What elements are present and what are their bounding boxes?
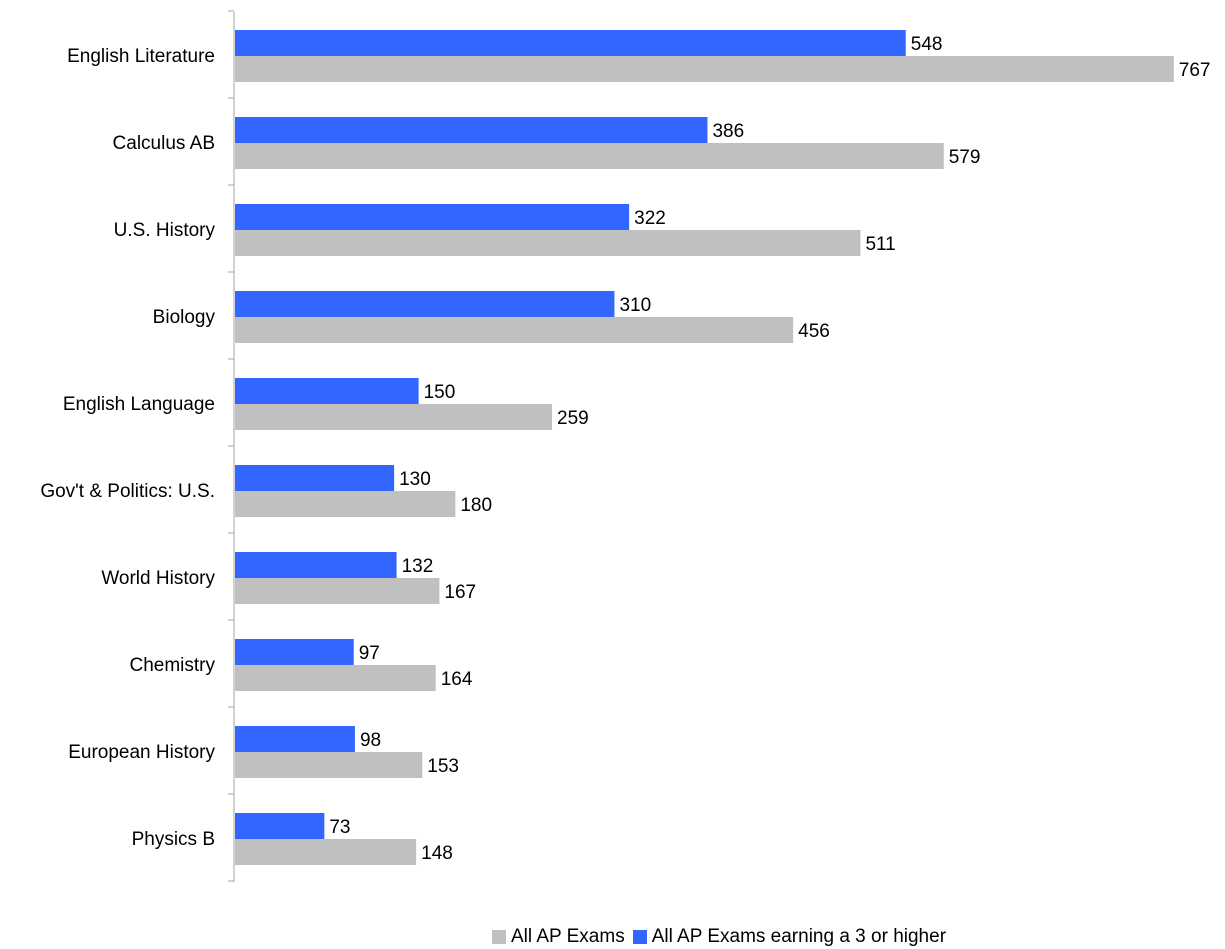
bar-3-or-higher-gov-t-politics-u-s bbox=[235, 465, 395, 491]
value-label-all-exams-physics-b: 148 bbox=[421, 843, 453, 864]
bar-3-or-higher-calculus-ab bbox=[235, 117, 708, 143]
legend: All AP Exams All AP Exams earning a 3 or… bbox=[492, 926, 954, 948]
bars bbox=[235, 30, 1174, 865]
value-label-all-exams-world-history: 167 bbox=[444, 582, 476, 603]
value-label-all-exams-u-s-history: 511 bbox=[865, 234, 895, 255]
legend-swatch-gray bbox=[492, 930, 506, 944]
category-label-physics-b: Physics B bbox=[132, 829, 215, 850]
bar-3-or-higher-english-language bbox=[235, 378, 419, 404]
category-label-biology: Biology bbox=[153, 307, 216, 328]
legend-item-all-ap-exams-3-or-higher: All AP Exams earning a 3 or higher bbox=[632, 926, 947, 948]
value-label-3-or-higher-calculus-ab: 386 bbox=[712, 121, 744, 142]
legend-label: All AP Exams bbox=[511, 926, 625, 947]
bar-all-exams-chemistry bbox=[235, 665, 436, 691]
bar-all-exams-u-s-history bbox=[235, 230, 861, 256]
value-label-3-or-higher-u-s-history: 322 bbox=[634, 208, 666, 229]
value-label-all-exams-english-language: 259 bbox=[557, 408, 589, 429]
value-label-all-exams-gov-t-politics-u-s: 180 bbox=[460, 495, 492, 516]
bar-3-or-higher-chemistry bbox=[235, 639, 354, 665]
value-labels: 548 767 386 579 322 511 310 456 150 259 130 180 132 1… bbox=[329, 34, 1210, 864]
category-label-world-history: World History bbox=[101, 568, 215, 589]
axis-ticks bbox=[228, 10, 234, 882]
bar-3-or-higher-biology bbox=[235, 291, 615, 317]
bar-all-exams-european-history bbox=[235, 752, 423, 778]
value-label-all-exams-european-history: 153 bbox=[427, 756, 459, 777]
bar-all-exams-biology bbox=[235, 317, 794, 343]
bar-all-exams-english-language bbox=[235, 404, 553, 430]
bar-all-exams-gov-t-politics-u-s bbox=[235, 491, 456, 517]
category-labels: English Literature Calculus AB U.S. Histor… bbox=[40, 46, 215, 850]
value-label-all-exams-chemistry: 164 bbox=[441, 669, 473, 690]
value-label-all-exams-calculus-ab: 579 bbox=[949, 147, 981, 168]
value-label-3-or-higher-european-history: 98 bbox=[360, 730, 381, 751]
bar-all-exams-world-history bbox=[235, 578, 440, 604]
bar-all-exams-calculus-ab bbox=[235, 143, 944, 169]
legend-item-all-ap-exams: All AP Exams bbox=[492, 926, 625, 948]
value-label-3-or-higher-gov-t-politics-u-s: 130 bbox=[399, 469, 431, 490]
bar-3-or-higher-u-s-history bbox=[235, 204, 630, 230]
bar-3-or-higher-english-literature bbox=[235, 30, 906, 56]
value-label-3-or-higher-biology: 310 bbox=[619, 295, 651, 316]
value-label-3-or-higher-physics-b: 73 bbox=[329, 817, 350, 838]
value-label-3-or-higher-english-language: 150 bbox=[424, 382, 456, 403]
bar-3-or-higher-european-history bbox=[235, 726, 355, 752]
category-label-gov-t-politics-u-s: Gov't & Politics: U.S. bbox=[40, 481, 215, 502]
category-label-english-language: English Language bbox=[63, 394, 215, 415]
value-label-3-or-higher-world-history: 132 bbox=[402, 556, 434, 577]
legend-label: All AP Exams earning a 3 or higher bbox=[651, 926, 947, 947]
category-label-u-s-history: U.S. History bbox=[114, 220, 216, 241]
value-label-all-exams-english-literature: 767 bbox=[1179, 60, 1211, 81]
category-label-calculus-ab: Calculus AB bbox=[113, 133, 215, 154]
legend-swatch-blue bbox=[632, 930, 647, 944]
category-label-european-history: European History bbox=[68, 742, 215, 763]
category-label-english-literature: English Literature bbox=[67, 46, 215, 67]
value-label-3-or-higher-english-literature: 548 bbox=[911, 34, 943, 55]
bar-all-exams-english-literature bbox=[235, 56, 1174, 82]
bar-all-exams-physics-b bbox=[235, 839, 417, 865]
bar-3-or-higher-physics-b bbox=[235, 813, 325, 839]
bar-3-or-higher-world-history bbox=[235, 552, 397, 578]
value-label-3-or-higher-chemistry: 97 bbox=[359, 643, 380, 664]
category-label-chemistry: Chemistry bbox=[129, 655, 215, 676]
value-label-all-exams-biology: 456 bbox=[798, 321, 830, 342]
